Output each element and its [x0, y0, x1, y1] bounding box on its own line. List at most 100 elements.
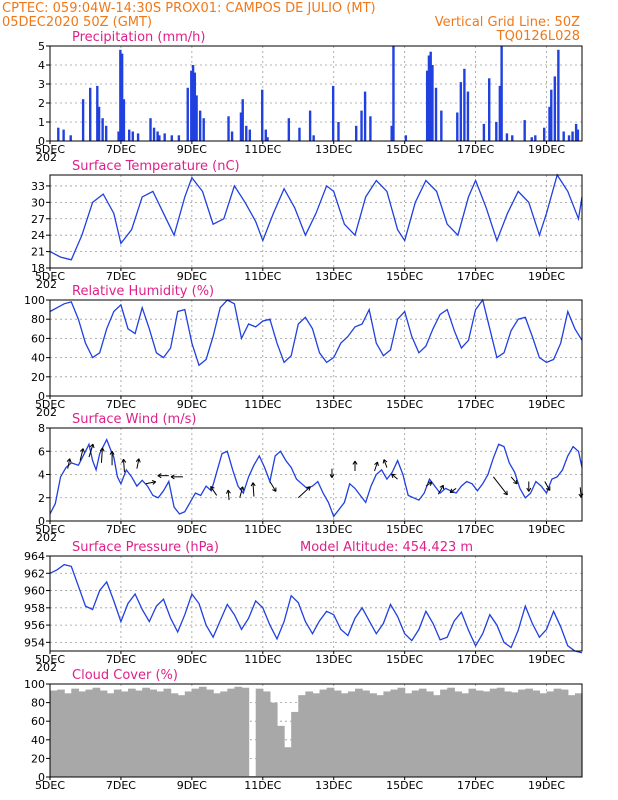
y-tick-label: 960 [24, 585, 45, 598]
bar [347, 691, 356, 777]
x-tick-label: 15DEC [386, 653, 423, 666]
bar [81, 99, 85, 141]
x-tick-label: 15DEC [386, 143, 423, 156]
panel-3: 0 2 4 6 8 5DEC 7DEC 9DEC 11DEC 13DEC 15DEC 17DEC 19D… [35, 412, 584, 544]
x-tick-label: 9DEC [177, 779, 207, 792]
bar [156, 131, 159, 141]
wind-arrow [79, 448, 85, 461]
wind-arrow [225, 489, 231, 501]
bar [567, 695, 576, 777]
series-line [49, 173, 583, 261]
wind-arrow [250, 482, 256, 497]
bar [475, 690, 484, 777]
x-tick-label: 17DEC [457, 143, 494, 156]
wind-arrow-head [513, 482, 518, 485]
wind-arrow-shaft [383, 459, 388, 468]
bar [390, 125, 393, 141]
wind-arrow-head [252, 482, 256, 487]
bar [261, 89, 264, 141]
bar [305, 691, 314, 777]
bar [163, 133, 166, 141]
series-line [49, 563, 583, 654]
bar [170, 135, 173, 141]
y-tick-label: 0 [38, 135, 45, 148]
bar [546, 691, 555, 777]
y-tick-label: 40 [31, 352, 45, 365]
bar [255, 688, 264, 777]
bar [92, 687, 101, 777]
wind-arrow-head [92, 443, 95, 449]
bar [152, 127, 156, 141]
bar [574, 123, 578, 141]
y-tick-label: 20 [31, 752, 45, 765]
y-tick-label: 0 [38, 771, 45, 784]
wind-arrow [352, 460, 358, 472]
panel-5: 0 20 40 60 80 100 5DEC 7DEC 9DEC 11DEC 13DEC 15DEC 1… [24, 668, 583, 792]
bar [149, 118, 152, 141]
x-tick-label: 19DEC [528, 779, 565, 792]
header-line2-left: 05DEC2020 50Z (GMT) [2, 15, 153, 30]
wind-arrow [99, 447, 105, 463]
bar [308, 110, 312, 141]
wind-arrow [449, 488, 457, 493]
bar [532, 690, 541, 777]
wind-arrow-head [354, 460, 358, 465]
wind-arrow [374, 461, 379, 472]
panel-frame [49, 299, 583, 397]
bar [163, 688, 172, 777]
y-tick-label: 964 [24, 550, 45, 563]
wind-arrow-head [109, 450, 113, 455]
bar [234, 686, 243, 777]
bar [106, 693, 115, 777]
bar [553, 76, 557, 141]
bar [434, 87, 438, 141]
x-tick-label: 11DEC [244, 523, 281, 536]
bar [85, 689, 94, 777]
wind-arrow-shaft [579, 487, 582, 498]
bar [574, 693, 583, 777]
bar [392, 46, 395, 141]
y-tick-label: 21 [31, 246, 45, 259]
x-tick-label: 5DEC [35, 143, 65, 156]
y-tick-label: 80 [31, 697, 45, 710]
wind-arrow-head [331, 474, 335, 478]
wind-arrow-head [111, 450, 115, 455]
bar [440, 689, 448, 777]
wind-arrow-shaft [252, 482, 255, 497]
wind-arrow-head [374, 461, 378, 465]
bar [557, 49, 560, 141]
wind-arrow [135, 458, 141, 469]
bar [298, 127, 301, 141]
bar [495, 122, 498, 141]
wind-arrow [544, 481, 551, 491]
y-tick-label: 30 [31, 196, 45, 209]
bar [360, 110, 363, 141]
series-line [49, 298, 583, 367]
wind-arrow-head [138, 458, 141, 463]
wind-arrow-shaft [492, 476, 508, 496]
x-tick-label: 13DEC [315, 523, 352, 536]
bar [534, 135, 537, 141]
wind-arrow-head [546, 488, 551, 491]
bar [331, 85, 335, 141]
wind-arrow-head [526, 487, 530, 492]
y-tick-label: 40 [31, 734, 45, 747]
bar [355, 125, 358, 141]
wind-arrow-head [578, 493, 582, 498]
wind-arrow-head [239, 486, 244, 490]
bar [429, 51, 432, 142]
wind-arrow-shaft [374, 461, 378, 472]
bar [562, 131, 565, 141]
wind-arrow-head [89, 443, 94, 448]
panel-title: Relative Humidity (%) [72, 284, 214, 299]
bar [576, 129, 580, 141]
bar [319, 689, 328, 777]
bar [269, 702, 278, 777]
bar [206, 689, 214, 777]
wind-arrow [239, 486, 245, 498]
wind-arrow-head [135, 458, 140, 462]
wind-arrow [329, 468, 335, 478]
wind-arrow [297, 486, 311, 499]
wind-arrow-shaft [88, 443, 94, 458]
x-tick-label: 7DEC [106, 398, 136, 411]
